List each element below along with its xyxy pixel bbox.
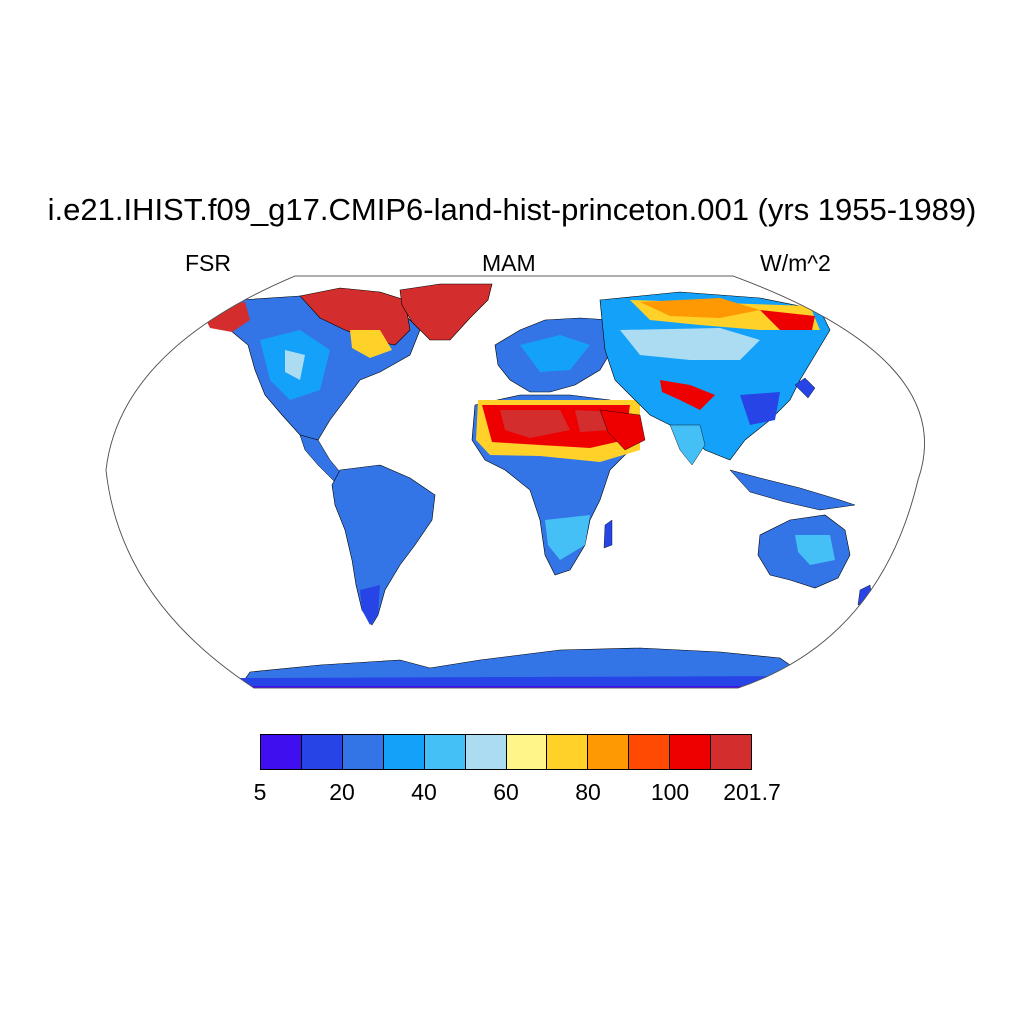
colorbar-cell <box>670 735 712 769</box>
colorbar-label: 80 <box>575 779 601 805</box>
colorbar <box>260 734 752 770</box>
colorbar-cell <box>424 735 466 769</box>
greenland <box>399 283 493 341</box>
colorbar-cell <box>588 735 630 769</box>
plot-title: i.e21.IHIST.f09_g17.CMIP6-land-hist-prin… <box>47 192 977 227</box>
colorbar-cell <box>261 735 302 769</box>
colorbar-cell <box>506 735 548 769</box>
colorbar-label: 40 <box>411 779 437 805</box>
season-label: MAM <box>482 250 536 276</box>
colorbar-label: 100 <box>650 779 690 805</box>
colorbar-cell <box>342 735 384 769</box>
colorbar-label: 60 <box>493 779 519 805</box>
colorbar-cell <box>629 735 671 769</box>
variable-label: FSR <box>185 250 231 276</box>
canadian-arctic <box>299 287 411 346</box>
colorbar-label: 201.7 <box>723 779 781 805</box>
units-label: W/m^2 <box>760 250 831 276</box>
colorbar-cell <box>711 735 752 769</box>
colorbar-cell <box>383 735 425 769</box>
colorbar-cell <box>465 735 507 769</box>
colorbar-label: 5 <box>253 779 267 805</box>
colorbar-cell <box>301 735 343 769</box>
colorbar-cell <box>547 735 589 769</box>
colorbar-label: 20 <box>329 779 355 805</box>
